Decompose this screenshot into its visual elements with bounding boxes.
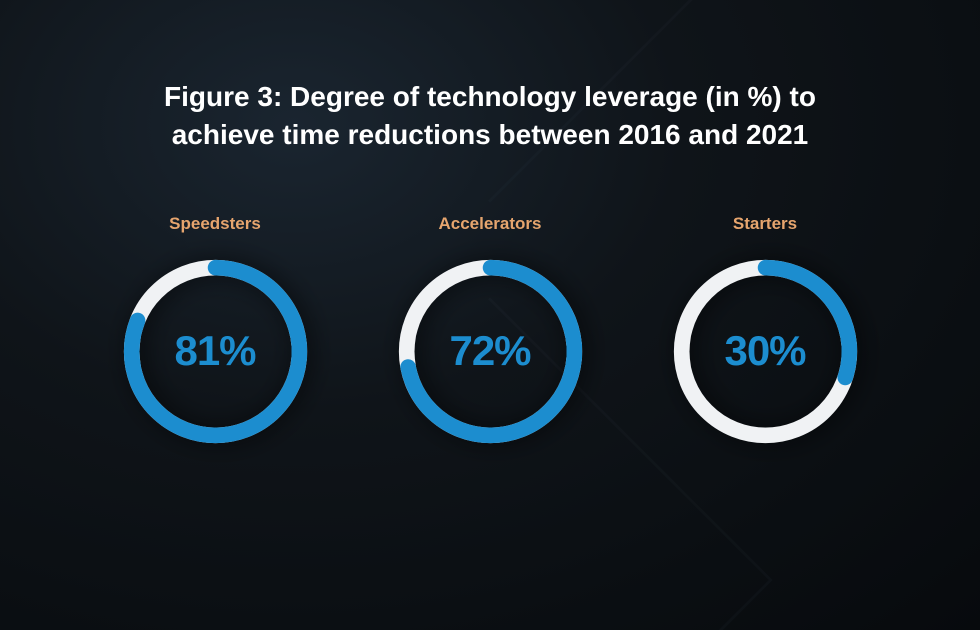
donut-chart-accelerators: 72% <box>393 254 588 449</box>
donut-chart-starters: 30% <box>668 254 863 449</box>
figure-title-line1: Figure 3: Degree of technology leverage … <box>164 81 816 112</box>
donut-label-starters: Starters <box>733 214 797 234</box>
donut-value-starters: 30% <box>724 327 805 375</box>
figure-title: Figure 3: Degree of technology leverage … <box>130 78 850 154</box>
donut-speedsters: Speedsters 81% <box>118 214 313 449</box>
figure-title-line2: achieve time reductions between 2016 and… <box>172 119 809 150</box>
figure-container: Figure 3: Degree of technology leverage … <box>0 0 980 630</box>
donut-starters: Starters 30% <box>668 214 863 449</box>
donut-value-accelerators: 72% <box>449 327 530 375</box>
donut-chart-speedsters: 81% <box>118 254 313 449</box>
donut-label-speedsters: Speedsters <box>169 214 261 234</box>
donut-value-speedsters: 81% <box>174 327 255 375</box>
donut-accelerators: Accelerators 72% <box>393 214 588 449</box>
donut-row: Speedsters 81% Accelerators 72% Starters <box>0 214 980 449</box>
donut-label-accelerators: Accelerators <box>438 214 541 234</box>
